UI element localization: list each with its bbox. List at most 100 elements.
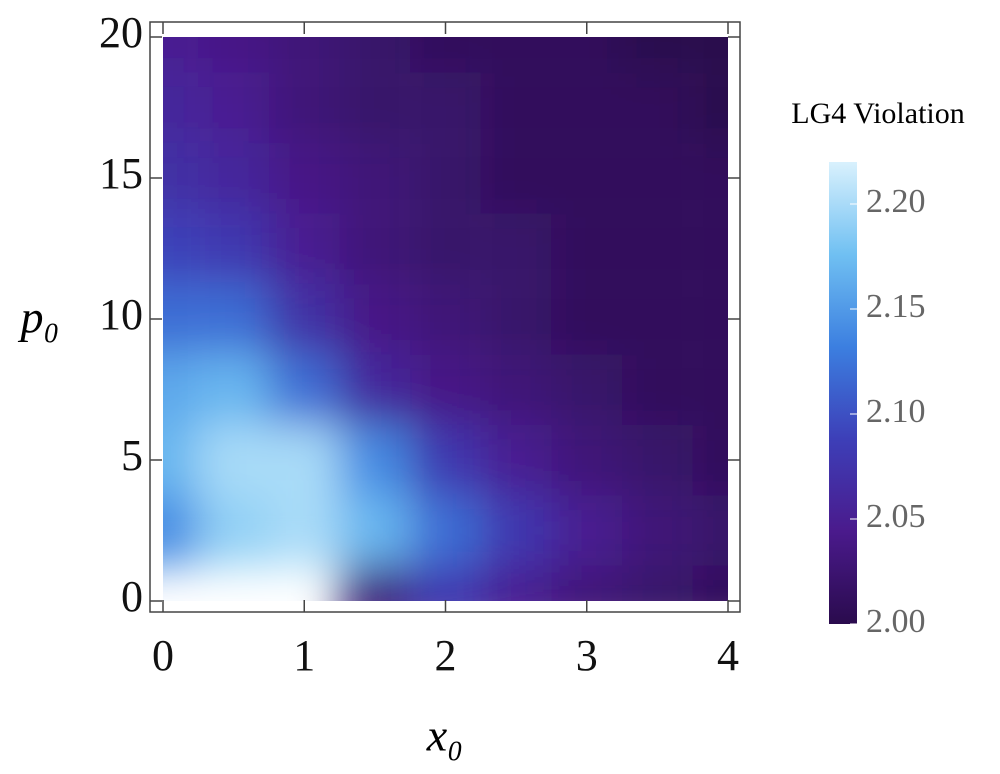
cell xyxy=(551,283,623,355)
y-tick-label: 0 xyxy=(121,572,143,621)
cell xyxy=(692,283,728,355)
cell xyxy=(163,283,199,355)
x-tick-label: 4 xyxy=(717,631,739,680)
cell xyxy=(622,354,693,425)
cell xyxy=(480,37,552,73)
cell xyxy=(692,565,728,601)
cell xyxy=(622,37,693,73)
cell xyxy=(198,354,269,425)
cell xyxy=(163,37,199,73)
cell xyxy=(480,354,552,425)
cell xyxy=(339,424,411,496)
cell xyxy=(622,565,693,601)
cell xyxy=(339,37,411,73)
cell xyxy=(339,72,411,143)
cell xyxy=(622,424,693,496)
cell xyxy=(339,495,411,566)
cell xyxy=(410,283,481,355)
cell xyxy=(480,565,552,601)
cell xyxy=(551,213,623,284)
cell xyxy=(198,495,269,566)
colorbar-tick-label: 2.15 xyxy=(866,288,926,325)
cell xyxy=(198,72,269,143)
cell xyxy=(622,283,693,355)
cell xyxy=(692,213,728,284)
cell xyxy=(339,142,411,214)
density-field xyxy=(163,37,728,601)
cell xyxy=(480,424,552,496)
cell xyxy=(692,424,728,496)
cell xyxy=(339,565,411,601)
cell xyxy=(551,37,623,73)
cell xyxy=(692,72,728,143)
cell xyxy=(480,72,552,143)
cell xyxy=(410,72,481,143)
cell xyxy=(410,424,481,496)
cell xyxy=(551,72,623,143)
cell xyxy=(410,213,481,284)
cell xyxy=(410,565,481,601)
cell xyxy=(692,142,728,214)
colorbar-tick-label: 2.00 xyxy=(866,603,926,640)
cell xyxy=(198,283,269,355)
y-tick-label: 20 xyxy=(99,8,143,57)
cell xyxy=(198,424,269,496)
x-tick-label: 1 xyxy=(293,631,315,680)
cell xyxy=(163,72,199,143)
cell xyxy=(268,37,340,73)
cell xyxy=(410,354,481,425)
cell xyxy=(480,142,552,214)
cell xyxy=(480,495,552,566)
cell xyxy=(339,283,411,355)
cell xyxy=(268,213,340,284)
x-tick-label: 0 xyxy=(152,631,174,680)
x-axis-label: x₀ xyxy=(426,710,463,761)
y-tick-label: 10 xyxy=(99,290,143,339)
colorbar-tick-label: 2.05 xyxy=(866,498,926,535)
cell xyxy=(480,213,552,284)
cell xyxy=(268,495,340,566)
y-tick-label: 5 xyxy=(121,431,143,480)
cells xyxy=(163,37,728,601)
y-axis-label: p₀ xyxy=(18,292,60,343)
cell xyxy=(163,142,199,214)
x-tick-label: 2 xyxy=(435,631,457,680)
cell xyxy=(198,213,269,284)
colorbar-title: LG4 Violation xyxy=(791,97,964,130)
cell xyxy=(480,283,552,355)
cell xyxy=(268,424,340,496)
cell xyxy=(163,213,199,284)
cell xyxy=(551,495,623,566)
cell xyxy=(410,495,481,566)
colorbar-tick-label: 2.10 xyxy=(866,393,926,430)
cell xyxy=(163,354,199,425)
cell xyxy=(692,354,728,425)
cell xyxy=(198,142,269,214)
cell xyxy=(692,37,728,73)
cell xyxy=(551,142,623,214)
cell xyxy=(268,142,340,214)
colorbar xyxy=(829,162,857,624)
cell xyxy=(692,495,728,566)
x-tick-label: 3 xyxy=(576,631,598,680)
cell xyxy=(163,424,199,496)
cell xyxy=(622,142,693,214)
cell xyxy=(410,142,481,214)
cell xyxy=(198,37,269,73)
cell xyxy=(268,283,340,355)
cell xyxy=(551,354,623,425)
cell xyxy=(622,213,693,284)
cell xyxy=(410,37,481,73)
cell xyxy=(551,565,623,601)
cell xyxy=(163,495,199,566)
cell xyxy=(622,495,693,566)
cell xyxy=(551,424,623,496)
cell xyxy=(622,72,693,143)
cell xyxy=(268,72,340,143)
cell xyxy=(339,213,411,284)
y-tick-label: 15 xyxy=(99,149,143,198)
cell xyxy=(268,354,340,425)
cell xyxy=(339,354,411,425)
colorbar-tick-label: 2.20 xyxy=(866,183,926,220)
